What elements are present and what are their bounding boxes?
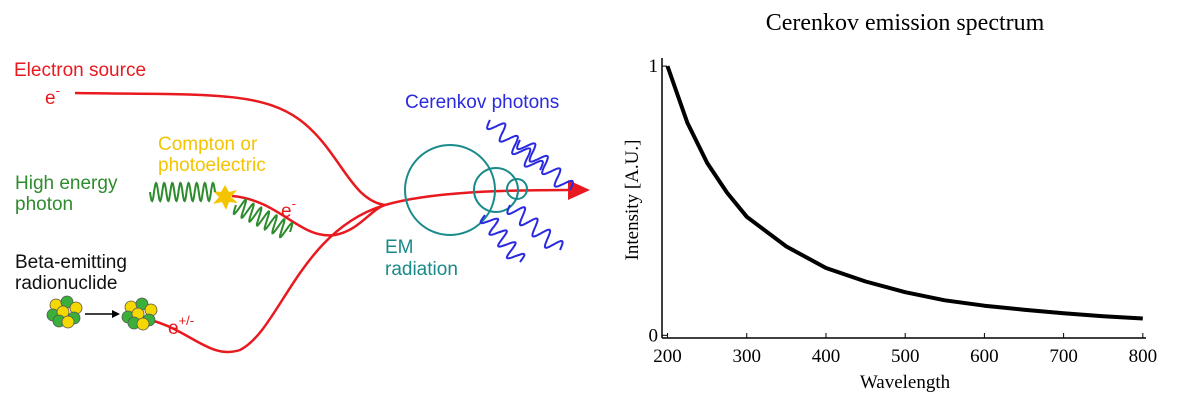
label: photon	[15, 194, 73, 215]
waves	[149, 119, 574, 263]
em-wavefront	[473, 167, 519, 213]
symbol: e	[45, 88, 56, 109]
y-tick-label: 1	[649, 56, 659, 77]
x-tick-label: 700	[1049, 346, 1078, 367]
interaction-star	[213, 185, 238, 210]
nucleon	[61, 315, 75, 329]
charge: +/-	[179, 313, 195, 328]
x-axis-label: Wavelength	[860, 372, 951, 393]
diagram: Electron source e- e- e+/- Compton or ph…	[14, 60, 590, 354]
charge: -	[56, 83, 60, 98]
decay-arrow-head	[112, 310, 120, 318]
wave	[506, 204, 564, 251]
em-wavefront	[506, 178, 528, 200]
symbol: e-	[281, 196, 296, 222]
nuclei	[46, 295, 158, 331]
label: radiation	[385, 259, 458, 280]
x-tick-label: 600	[970, 346, 999, 367]
charge: -	[292, 196, 296, 211]
label: Electron source	[14, 60, 146, 81]
x-tick-label: 400	[812, 346, 841, 367]
wave	[516, 139, 574, 191]
symbol: e+/-	[168, 313, 194, 339]
symbol: e-	[45, 83, 60, 109]
label: Beta-emitting	[15, 252, 127, 273]
x-tick-label: 300	[733, 346, 762, 367]
wave	[486, 119, 544, 171]
label: photoelectric	[158, 155, 266, 176]
em-wavefront	[404, 144, 496, 236]
x-tick-label: 500	[891, 346, 920, 367]
beta-path	[149, 203, 386, 354]
electron-path	[74, 91, 386, 207]
nucleon	[136, 317, 150, 331]
label: Cerenkov photons	[405, 92, 559, 113]
x-tick-label: 200	[653, 346, 682, 367]
y-axis-label: Intensity [A.U.]	[622, 140, 643, 261]
arrow-head	[568, 180, 590, 200]
compton-path	[231, 194, 386, 237]
symbol: e	[168, 318, 179, 339]
cerenkov-path	[384, 188, 571, 207]
wave	[232, 198, 294, 239]
wave	[479, 214, 526, 263]
wave	[149, 181, 216, 203]
y-tick-label: 0	[649, 325, 659, 346]
label: EM	[385, 237, 414, 258]
label: radionuclide	[15, 273, 117, 294]
label: High energy	[15, 173, 118, 194]
line	[665, 65, 1143, 321]
symbol: e	[281, 201, 292, 222]
chart-title: Cerenkov emission spectrum	[766, 10, 1045, 36]
x-tick-label: 800	[1129, 346, 1158, 367]
chart: Cerenkov emission spectrum Wavelength In…	[622, 10, 1157, 393]
label: Compton or	[158, 134, 258, 155]
